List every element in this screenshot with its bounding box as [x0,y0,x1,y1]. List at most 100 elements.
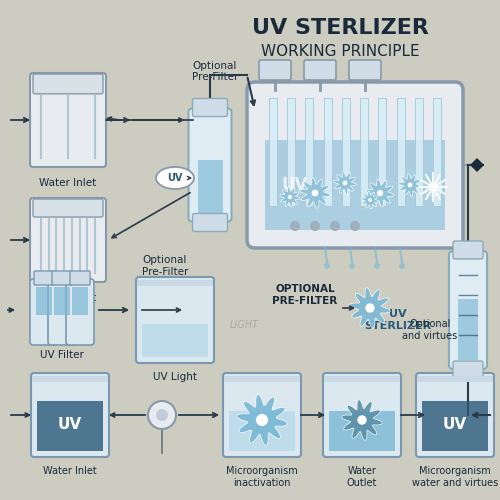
FancyBboxPatch shape [33,199,103,217]
Polygon shape [334,172,356,194]
FancyBboxPatch shape [449,251,487,369]
Polygon shape [280,187,300,207]
FancyBboxPatch shape [259,60,291,80]
Circle shape [256,414,268,426]
Text: UV: UV [168,173,182,183]
FancyBboxPatch shape [453,361,483,379]
Bar [306,98,314,206]
Circle shape [350,221,360,231]
Text: UV
STERLIZER: UV STERLIZER [364,309,432,331]
Polygon shape [398,174,421,197]
FancyBboxPatch shape [52,271,72,285]
Circle shape [330,221,340,231]
Bar [72,287,88,315]
Text: Microorganism
water and virtues: Microorganism water and virtues [412,466,498,487]
Circle shape [288,194,292,200]
FancyBboxPatch shape [34,271,54,285]
Bar [415,98,423,206]
Text: WORKING PRINCIPLE: WORKING PRINCIPLE [260,44,420,60]
Bar [329,411,395,451]
Circle shape [368,198,372,202]
Ellipse shape [156,167,194,189]
FancyBboxPatch shape [416,373,494,457]
Circle shape [324,263,330,269]
Bar [417,376,493,382]
Bar [32,376,108,382]
Polygon shape [236,394,288,446]
Bar [265,140,445,230]
Circle shape [156,409,168,421]
Bar [378,98,386,206]
Bar [287,98,295,206]
FancyBboxPatch shape [33,74,103,94]
FancyBboxPatch shape [30,279,58,345]
Bar [54,287,70,315]
Bar [137,280,213,286]
FancyBboxPatch shape [192,98,228,116]
Bar [324,98,332,206]
Bar [37,401,103,451]
Bar [458,299,478,360]
FancyBboxPatch shape [48,279,76,345]
Bar [142,324,208,357]
Bar [396,98,404,206]
Text: OPTIONAL
PRE-FILTER: OPTIONAL PRE-FILTER [272,284,338,306]
Polygon shape [342,400,382,440]
Text: Optional
and virtues: Optional and virtues [402,319,458,341]
Bar [433,98,441,206]
FancyBboxPatch shape [223,373,301,457]
FancyBboxPatch shape [192,214,228,232]
Text: UV: UV [443,417,467,432]
FancyBboxPatch shape [323,373,401,457]
FancyBboxPatch shape [66,279,94,345]
FancyBboxPatch shape [247,82,463,248]
Text: UV Filter: UV Filter [40,350,84,360]
Bar [324,376,400,382]
FancyBboxPatch shape [188,108,232,222]
Circle shape [349,263,355,269]
FancyBboxPatch shape [349,60,381,80]
Circle shape [432,186,434,188]
FancyBboxPatch shape [30,73,106,167]
Circle shape [374,263,380,269]
FancyBboxPatch shape [30,198,106,282]
Polygon shape [350,288,390,328]
Bar [422,401,488,451]
FancyBboxPatch shape [70,271,90,285]
Circle shape [342,180,348,186]
Text: UV: UV [282,176,308,194]
FancyBboxPatch shape [31,373,109,457]
Circle shape [365,303,375,313]
Polygon shape [470,158,484,172]
Bar [342,98,350,206]
Circle shape [357,415,367,425]
Circle shape [290,221,300,231]
Circle shape [148,401,176,429]
Circle shape [376,190,384,196]
FancyBboxPatch shape [453,241,483,259]
FancyBboxPatch shape [304,60,336,80]
Circle shape [310,221,320,231]
Text: Optional
Pre-Filter
Chamber: Optional Pre-Filter Chamber [141,255,189,288]
Text: LIGHT: LIGHT [230,320,259,330]
Circle shape [311,189,319,197]
Text: UV: UV [58,417,82,432]
FancyBboxPatch shape [136,277,214,363]
Text: Optional
Pre-Filter: Optional Pre-Filter [192,61,238,82]
Polygon shape [300,178,330,208]
Bar [198,160,222,212]
Text: Water Inlet: Water Inlet [43,466,97,476]
Circle shape [407,182,413,188]
Text: Microorganism
inactivation: Microorganism inactivation [226,466,298,487]
Bar [36,287,52,315]
Text: UV STERLIZER: UV STERLIZER [252,18,428,38]
Polygon shape [361,191,379,209]
Bar [269,98,277,206]
Text: Water
Outlet: Water Outlet [347,466,377,487]
Bar [229,411,295,451]
Bar [360,98,368,206]
Polygon shape [366,179,394,207]
Text: Water Inlet: Water Inlet [40,178,96,188]
Text: UV Light: UV Light [153,372,197,382]
Bar [224,376,300,382]
